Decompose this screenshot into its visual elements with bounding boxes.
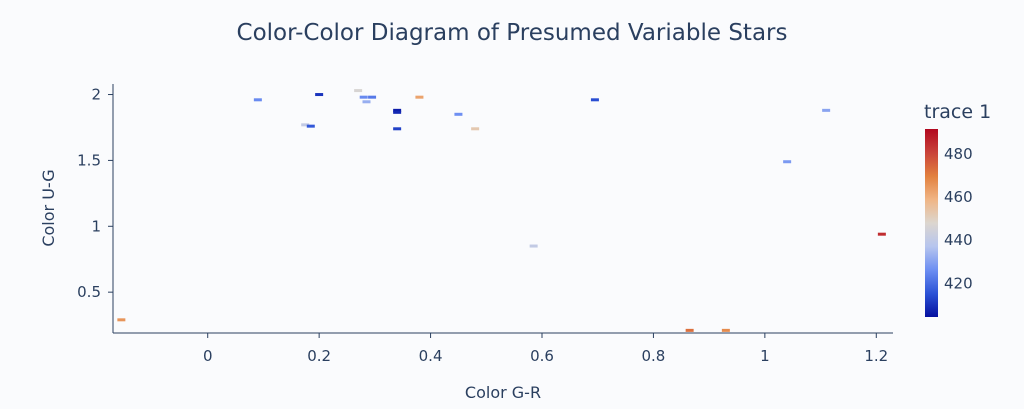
scatter-point [471,127,480,131]
scatter-point [393,110,402,114]
colorbar-gradient [925,129,938,317]
x-tick-label: 0 [203,347,213,365]
y-tick-label: 2 [91,86,101,104]
scatter-point [415,95,424,99]
colorbar-title: trace 1 [924,101,991,123]
y-tick-label: 0.5 [77,283,101,301]
colorbar: trace 1 420 440 460 480 [924,101,991,317]
scatter-point [783,160,792,164]
colorbar-tick-label: 480 [944,145,973,163]
colorbar-tick-label: 420 [944,274,973,292]
scatter-point [877,232,886,236]
colorbar-ticks: 420 440 460 480 [944,145,973,293]
scatter-point [822,108,831,112]
chart-title: Color-Color Diagram of Presumed Variable… [237,20,788,46]
scatter-point [529,244,538,248]
scatter-point [253,98,262,102]
scatter-point [301,123,310,127]
y-tick-label: 1 [91,217,101,235]
colorbar-tick-label: 460 [944,188,973,206]
scatter-point [393,127,402,131]
scatter-point [393,108,402,112]
scatter-point [315,93,324,97]
scatter-point [454,112,463,116]
x-tick-label: 0.2 [307,347,331,365]
scatter-point [359,95,368,99]
axes: 0 0.2 0.4 0.6 0.8 1 1.2 0.5 1 1.5 2 [77,84,893,365]
x-tick-label: 1.2 [864,347,888,365]
y-axis-title: Color U-G [39,169,58,246]
colorbar-tick-label: 440 [944,231,973,249]
scatter-point [368,95,377,99]
x-tick-label: 0.8 [641,347,665,365]
x-axis-ticks: 0 0.2 0.4 0.6 0.8 1 1.2 [203,333,888,365]
scatter-point [117,318,126,322]
scatter-point [354,89,363,93]
y-axis-ticks: 0.5 1 1.5 2 [77,86,113,301]
y-tick-label: 1.5 [77,151,101,169]
scatter-point [306,124,315,128]
x-tick-label: 0.6 [530,347,554,365]
scatter-point [721,328,730,332]
x-tick-label: 0.4 [419,347,443,365]
scatter-point [590,98,599,102]
x-axis-title: Color G-R [465,383,541,402]
scatter-point [685,328,694,332]
x-tick-label: 1 [760,347,770,365]
scatter-point [362,100,371,104]
scatter-marks [117,89,886,332]
